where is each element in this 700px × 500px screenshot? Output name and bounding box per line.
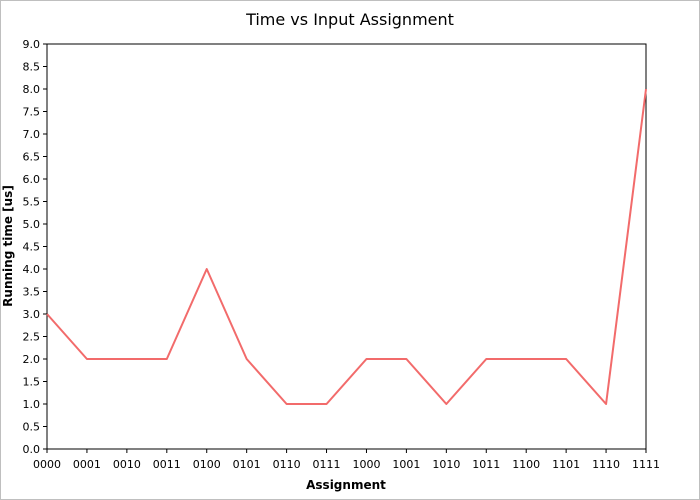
y-axis-ticks: 0.0 0.5 1.0 1.5 2.0 2.5 3.0 3.5 4.0 4.5 5.0 5.5 6.0 6… bbox=[23, 38, 47, 456]
y-tick-label: 6.0 bbox=[23, 173, 41, 186]
x-tick-label: 1101 bbox=[552, 458, 580, 471]
y-tick-label: 0.5 bbox=[23, 421, 41, 434]
y-axis-label: Running time [us] bbox=[1, 185, 15, 307]
x-tick-label: 1010 bbox=[432, 458, 460, 471]
y-tick-label: 3.0 bbox=[23, 308, 41, 321]
y-tick-label: 9.0 bbox=[23, 38, 41, 51]
x-tick-label: 1100 bbox=[512, 458, 540, 471]
y-tick-label: 8.0 bbox=[23, 83, 41, 96]
x-tick-label: 1001 bbox=[392, 458, 420, 471]
y-tick-label: 4.5 bbox=[23, 241, 41, 254]
x-tick-label: 1110 bbox=[592, 458, 620, 471]
x-tick-label: 1111 bbox=[632, 458, 660, 471]
y-tick-label: 3.5 bbox=[23, 286, 41, 299]
y-tick-label: 8.5 bbox=[23, 61, 41, 74]
y-tick-label: 2.5 bbox=[23, 331, 41, 344]
series-line bbox=[46, 88, 647, 405]
x-tick-label: 0111 bbox=[313, 458, 341, 471]
y-tick-label: 0.0 bbox=[23, 443, 41, 456]
y-tick-label: 6.5 bbox=[23, 151, 41, 164]
y-tick-label: 7.0 bbox=[23, 128, 41, 141]
x-tick-label: 0000 bbox=[33, 458, 61, 471]
x-tick-label: 0011 bbox=[153, 458, 181, 471]
y-tick-label: 5.0 bbox=[23, 218, 41, 231]
x-tick-label: 1011 bbox=[472, 458, 500, 471]
plot-area bbox=[46, 43, 647, 450]
x-tick-label: 0101 bbox=[233, 458, 261, 471]
x-axis-ticks: 0000 0001 0010 0011 0100 0101 0110 0111 1000 1001… bbox=[33, 449, 660, 471]
y-tick-label: 1.5 bbox=[23, 376, 41, 389]
x-tick-label: 0010 bbox=[113, 458, 141, 471]
x-tick-label: 0110 bbox=[273, 458, 301, 471]
y-tick-label: 7.5 bbox=[23, 106, 41, 119]
x-tick-label: 0100 bbox=[193, 458, 221, 471]
y-tick-label: 2.0 bbox=[23, 353, 41, 366]
x-tick-label: 0001 bbox=[73, 458, 101, 471]
x-tick-label: 1000 bbox=[352, 458, 380, 471]
y-tick-label: 1.0 bbox=[23, 398, 41, 411]
chart-title: Time vs Input Assignment bbox=[245, 10, 454, 29]
series-group bbox=[46, 88, 647, 405]
y-tick-label: 4.0 bbox=[23, 263, 41, 276]
x-axis-label: Assignment bbox=[306, 478, 386, 492]
y-tick-label: 5.5 bbox=[23, 196, 41, 209]
